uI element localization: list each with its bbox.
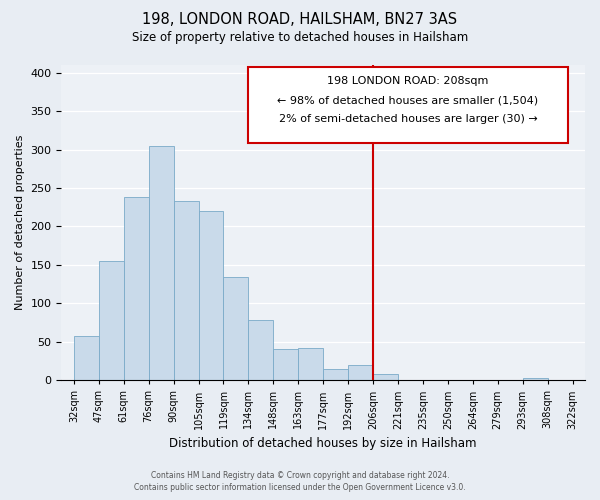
Bar: [199, 211, 223, 380]
X-axis label: Distribution of detached houses by size in Hailsham: Distribution of detached houses by size …: [169, 437, 477, 450]
Text: ← 98% of detached houses are smaller (1,504): ← 98% of detached houses are smaller (1,…: [277, 96, 539, 106]
Text: Size of property relative to detached houses in Hailsham: Size of property relative to detached ho…: [132, 31, 468, 44]
Bar: [298, 348, 323, 380]
Bar: [248, 320, 274, 380]
FancyBboxPatch shape: [248, 66, 568, 144]
Y-axis label: Number of detached properties: Number of detached properties: [15, 135, 25, 310]
Text: 198 LONDON ROAD: 208sqm: 198 LONDON ROAD: 208sqm: [327, 76, 488, 86]
Bar: [149, 146, 173, 380]
Bar: [274, 348, 298, 380]
Bar: [323, 370, 348, 380]
Text: 2% of semi-detached houses are larger (30) →: 2% of semi-detached houses are larger (3…: [278, 114, 538, 124]
Text: 198, LONDON ROAD, HAILSHAM, BN27 3AS: 198, LONDON ROAD, HAILSHAM, BN27 3AS: [142, 12, 458, 28]
Bar: [223, 277, 248, 380]
Text: Contains HM Land Registry data © Crown copyright and database right 2024.
Contai: Contains HM Land Registry data © Crown c…: [134, 471, 466, 492]
Bar: [99, 261, 124, 380]
Bar: [124, 198, 149, 380]
Bar: [74, 336, 99, 380]
Bar: [348, 365, 373, 380]
Bar: [523, 378, 548, 380]
Bar: [373, 374, 398, 380]
Bar: [173, 201, 199, 380]
